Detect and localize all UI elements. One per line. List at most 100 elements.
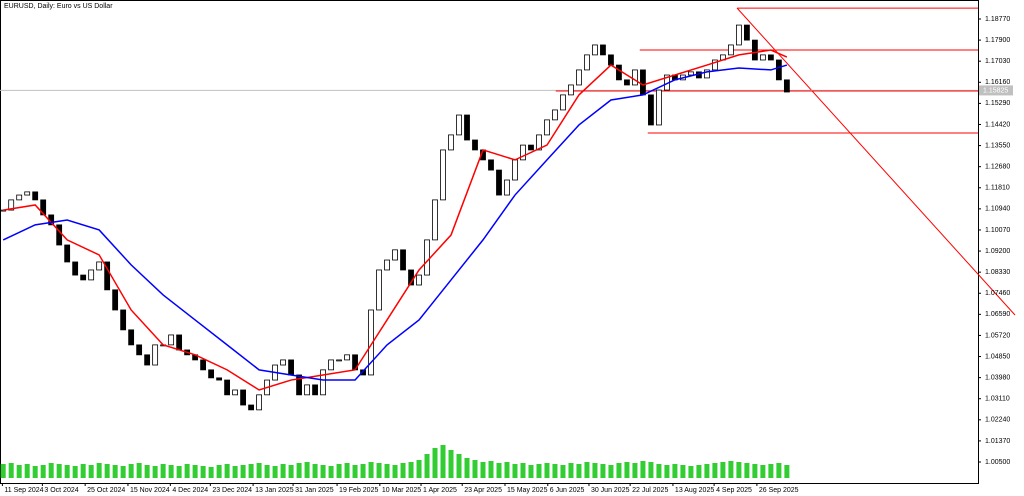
volume-bar <box>264 465 270 478</box>
volume-bar <box>392 465 398 478</box>
candle <box>767 54 774 61</box>
candle <box>384 259 390 271</box>
current-price-box <box>979 85 1013 96</box>
x-tick-label: 11 Sep 2024 <box>4 487 43 494</box>
candle <box>216 377 223 381</box>
candle <box>200 359 207 371</box>
volume-bar <box>640 461 646 478</box>
volume-bar <box>48 463 54 478</box>
volume-bar <box>8 463 14 478</box>
x-tick-label: 25 Oct 2024 <box>87 487 125 494</box>
volume-bar <box>40 465 46 478</box>
candle <box>280 359 286 366</box>
candle <box>504 179 510 196</box>
candle <box>256 394 262 411</box>
y-tick-label: 1.17900 <box>985 37 1010 44</box>
volume-bar <box>152 466 158 478</box>
volume-bar <box>296 463 302 478</box>
x-tick-label: 4 Sep 2025 <box>716 487 752 494</box>
volume-bar <box>552 464 558 478</box>
volume-bar <box>360 464 366 478</box>
volume-bar <box>632 463 638 478</box>
volume-bar <box>688 466 694 478</box>
candle <box>232 389 239 396</box>
volume-bar <box>56 464 62 478</box>
candle <box>552 109 558 121</box>
y-tick-label: 1.18770 <box>985 16 1010 23</box>
x-tick-label: 3 Oct 2024 <box>44 487 78 494</box>
volume-bar <box>616 463 622 478</box>
y-tick-label: 1.15290 <box>985 100 1010 107</box>
candle <box>104 261 111 291</box>
moving-average <box>2 64 788 381</box>
volume-bar <box>128 464 134 478</box>
y-tick-label: 1.16160 <box>985 79 1010 86</box>
current-price-label: 1.15825 <box>983 87 1008 94</box>
y-tick-label: 1.11810 <box>985 185 1010 192</box>
volume-bar <box>608 465 614 478</box>
candle <box>112 289 119 311</box>
candle <box>80 274 87 281</box>
y-tick-label: 1.06590 <box>985 311 1010 318</box>
volume-bar <box>544 463 550 478</box>
volume-bar <box>576 464 582 478</box>
trend-line <box>736 7 1016 316</box>
volume-bar <box>592 463 598 478</box>
volume-bar <box>512 464 518 478</box>
volume-bar <box>472 460 478 478</box>
candle <box>16 194 23 201</box>
volume-bar <box>504 462 510 478</box>
volume-bar <box>656 464 662 478</box>
candle <box>312 384 318 396</box>
x-tick-label: 4 Dec 2024 <box>172 487 208 494</box>
candle <box>632 69 638 86</box>
candle <box>528 144 534 151</box>
volume-bar <box>136 463 142 478</box>
candle <box>616 64 622 81</box>
candle <box>368 309 374 376</box>
candle <box>688 71 694 76</box>
volume-bar <box>104 464 110 478</box>
y-tick-label: 1.13550 <box>985 142 1010 149</box>
y-tick-label: 1.07460 <box>985 290 1010 297</box>
candle <box>168 334 175 346</box>
volume-bar <box>232 466 238 478</box>
volume-bar <box>600 464 606 478</box>
candle <box>136 344 143 356</box>
volume-bar <box>720 462 726 478</box>
candle <box>544 119 550 136</box>
candle <box>208 369 215 379</box>
volume-bar <box>344 463 350 478</box>
y-tick-label: 1.03110 <box>985 396 1010 403</box>
volume-bar <box>648 462 654 478</box>
x-tick-label: 6 Jun 2025 <box>550 487 585 494</box>
x-tick-label: 1 Apr 2025 <box>423 487 457 494</box>
candle <box>400 249 406 271</box>
candle <box>568 84 574 96</box>
volume-bar <box>240 465 246 478</box>
volume-bar <box>448 450 454 478</box>
volume-bar <box>520 463 526 478</box>
volume-bar <box>408 462 414 478</box>
volume-bar <box>176 466 182 478</box>
candle <box>648 94 654 126</box>
volume-bar <box>496 463 502 478</box>
x-tick-label: 13 Aug 2025 <box>675 487 714 494</box>
y-tick-label: 1.08330 <box>985 269 1010 276</box>
volume-bar <box>0 464 6 478</box>
volume-bar <box>560 465 566 478</box>
candle <box>32 191 39 201</box>
y-tick-label: 1.00500 <box>985 459 1010 466</box>
plot-frame <box>0 0 979 484</box>
volume-bar <box>192 465 198 478</box>
candle <box>536 134 542 151</box>
volume-bar <box>32 466 38 478</box>
volume-bar <box>304 462 310 478</box>
candle <box>376 269 382 311</box>
candle <box>743 24 750 41</box>
candle <box>783 79 790 93</box>
candle <box>304 384 310 396</box>
chart-title: EURUSD, Daily: Euro vs US Dollar <box>4 3 113 10</box>
volume-bar <box>696 465 702 478</box>
